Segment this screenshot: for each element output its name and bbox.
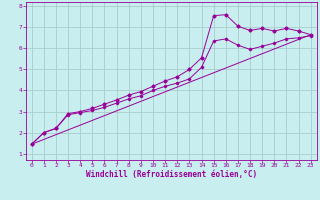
- X-axis label: Windchill (Refroidissement éolien,°C): Windchill (Refroidissement éolien,°C): [86, 170, 257, 179]
